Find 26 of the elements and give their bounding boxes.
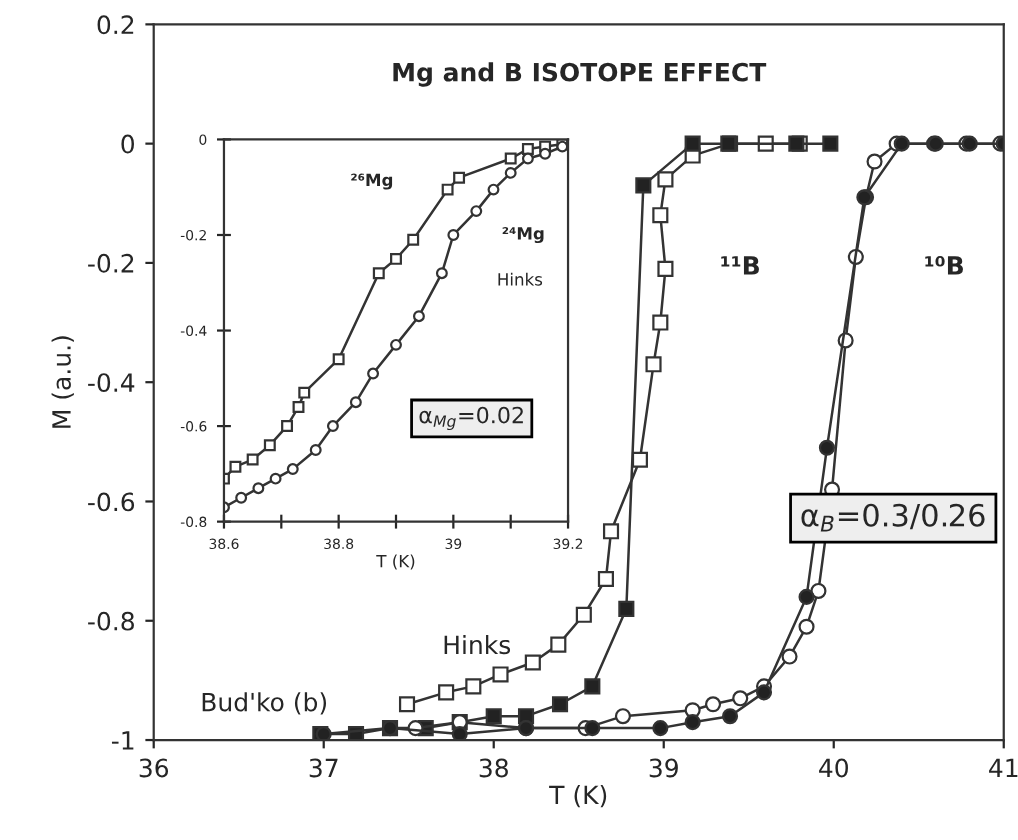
x-tick-label: 37 [309, 758, 338, 778]
y-tick-label: -0.8 [88, 611, 134, 631]
annotation: ¹¹B [721, 256, 759, 275]
y-axis-title: M (a.u.) [51, 336, 74, 428]
y-tick-label: -0.4 [88, 373, 135, 393]
x-tick-label: 40 [819, 758, 848, 778]
annotation: α$_{Mg}$=0.02 [419, 406, 523, 431]
x-axis-title: T (K) [549, 785, 607, 808]
annotation: ²⁶Mg [351, 173, 393, 190]
annotation: Hinks [498, 272, 543, 286]
y-tick-label: 0.2 [97, 15, 134, 35]
annotation: ²⁴Mg [502, 227, 544, 244]
annotation: ¹⁰B [925, 256, 963, 275]
x-tick-label: 36 [139, 758, 169, 778]
y-tick-label: 0 [121, 134, 134, 154]
text: Mg and B ISOTOPE EFFECT [393, 62, 767, 87]
annotation: α$_{B}$=0.3/0.26 [801, 503, 985, 532]
x-tick-label: 39 [649, 758, 678, 778]
annotation: Hinks [444, 634, 511, 655]
x-tick-label: 41 [989, 758, 1018, 778]
x-tick-label: 38 [479, 758, 508, 778]
x-axis-title: T (K) [376, 554, 415, 570]
y-tick-label: -0.6 [88, 492, 135, 512]
y-tick-label: -1 [111, 731, 134, 750]
y-tick-label: -0.2 [88, 253, 134, 273]
annotation: Bud'ko (b) [202, 692, 327, 715]
